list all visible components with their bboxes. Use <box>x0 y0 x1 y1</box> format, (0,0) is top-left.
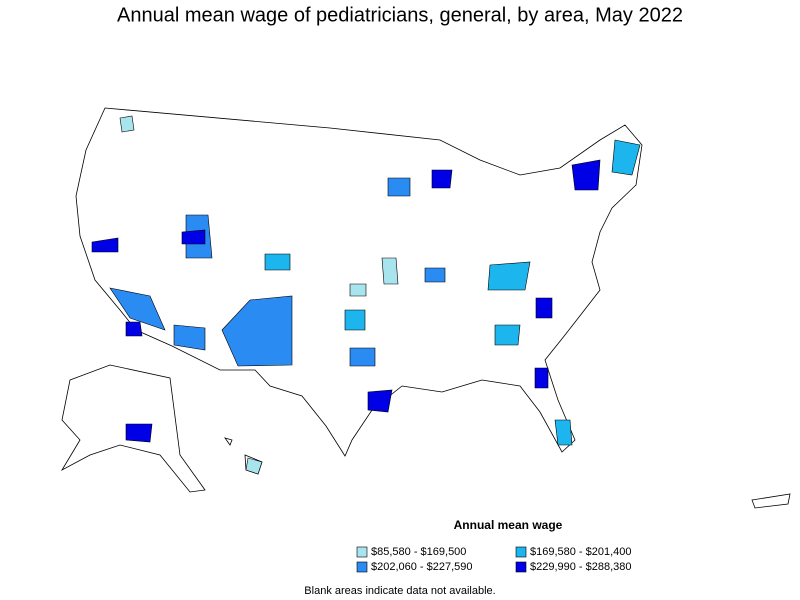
map-area <box>611 139 641 176</box>
map-area <box>181 229 206 245</box>
map-area <box>349 283 367 297</box>
map-area <box>264 253 291 271</box>
map-area <box>367 389 393 413</box>
map-area <box>91 237 119 253</box>
map <box>60 107 791 509</box>
map-area <box>119 115 135 133</box>
map-title: Annual mean wage of pediatricians, gener… <box>117 4 683 26</box>
map-area <box>381 257 399 285</box>
map-area <box>221 295 293 367</box>
map-area <box>387 177 411 197</box>
map-area <box>494 324 521 346</box>
legend: $85,580 - $169,500 $169,580 - $201,400 $20… <box>356 546 632 573</box>
contiguous-us <box>75 107 643 457</box>
wage-areas <box>91 115 641 475</box>
legend-label: $202,060 - $227,590 <box>371 561 473 573</box>
map-area <box>349 347 376 367</box>
map-area <box>344 309 366 331</box>
map-area <box>424 267 446 283</box>
map-area <box>571 159 601 191</box>
legend-title: Annual mean wage <box>454 518 563 532</box>
legend-swatch <box>356 561 368 573</box>
map-area <box>173 324 206 351</box>
legend-label: $85,580 - $169,500 <box>371 546 466 558</box>
map-area <box>534 367 549 389</box>
map-area <box>535 297 553 319</box>
legend-swatch <box>515 561 527 573</box>
map-area <box>109 287 166 331</box>
note: Blank areas indicate data not available. <box>304 585 495 597</box>
legend-label: $229,990 - $288,380 <box>530 561 632 573</box>
map-area <box>125 321 143 337</box>
legend-swatch <box>356 546 368 558</box>
map-area <box>554 419 573 446</box>
map-area <box>487 261 531 291</box>
map-area <box>245 457 263 475</box>
map-area <box>431 169 453 189</box>
map-area <box>125 423 153 443</box>
legend-swatch <box>515 546 527 558</box>
puerto-rico <box>751 493 791 509</box>
legend-label: $169,580 - $201,400 <box>530 546 632 558</box>
